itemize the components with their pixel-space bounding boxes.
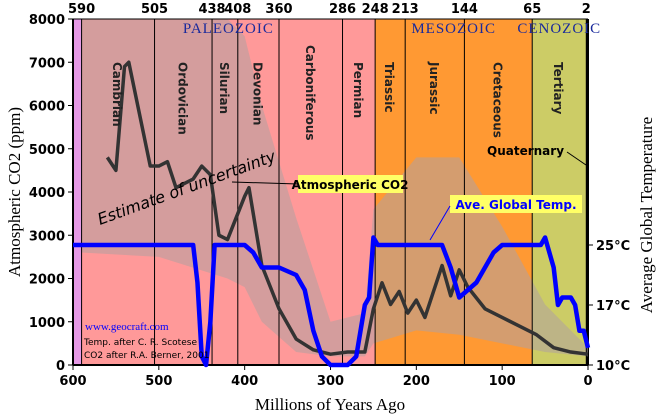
- co2-line: [105, 60, 589, 356]
- y2-tick-label: 10°C: [596, 359, 630, 374]
- top-tick-label: 65: [523, 2, 541, 17]
- period-label: Tertiary: [551, 62, 565, 115]
- y-tick-label: 5000: [29, 143, 65, 158]
- y-tick-label: 4000: [29, 186, 65, 201]
- co2-callout: Atmospheric CO2: [231, 175, 409, 193]
- top-tick-label: 286: [329, 2, 356, 17]
- x-tick-label: 600: [59, 374, 86, 389]
- period-label: Devonian: [250, 62, 264, 125]
- top-tick-label: 248: [362, 2, 389, 17]
- period-label: Silurian: [217, 62, 231, 114]
- y-tick-label: 6000: [29, 100, 65, 115]
- quaternary-arrow: [566, 151, 587, 166]
- temperature-line: [73, 235, 591, 368]
- period-label: Cretaceous: [490, 62, 504, 138]
- y-tick-label: 3000: [29, 229, 65, 244]
- credit-co2: CO2 after R.A. Berner, 2001: [84, 351, 209, 361]
- x-tick-label: 200: [403, 374, 430, 389]
- y-tick-label: 2000: [29, 273, 65, 288]
- era-label: MESOZOIC: [411, 21, 496, 37]
- period-label: Cambrian: [110, 62, 124, 127]
- period-label: Jurassic: [427, 61, 441, 115]
- temp-callout: Ave. Global Temp.: [429, 195, 582, 241]
- period-label: Permian: [351, 62, 365, 118]
- top-tick-label: 360: [265, 2, 292, 17]
- quaternary-region: [586, 19, 589, 365]
- precambrian-region: [73, 19, 82, 365]
- top-tick-label: 438: [198, 2, 225, 17]
- x-tick-label: 100: [489, 374, 516, 389]
- x-tick-label: 0: [583, 374, 592, 389]
- y-axis-label: Atmospheric CO2 (ppm): [5, 107, 24, 277]
- period-label: Triassic: [382, 62, 396, 113]
- quaternary-label: Quaternary: [487, 144, 564, 158]
- top-tick-label: 2: [582, 2, 591, 17]
- co2-label: Atmospheric CO2: [292, 178, 409, 192]
- x-tick-label: 400: [231, 374, 258, 389]
- y2-axis-label: Average Global Temperature: [637, 117, 656, 313]
- y2-tick-label: 17°C: [596, 299, 630, 314]
- y-tick-label: 0: [56, 359, 65, 374]
- top-tick-label: 408: [224, 2, 251, 17]
- top-tick-label: 144: [451, 2, 478, 17]
- top-tick-label: 505: [141, 2, 168, 17]
- y-tick-label: 7000: [29, 56, 65, 71]
- credit-temp: Temp. after C. R. Scotese: [83, 338, 197, 348]
- era-label: PALEOZOIC: [183, 21, 274, 37]
- top-tick-label: 590: [68, 2, 95, 17]
- top-tick-label: 213: [392, 2, 419, 17]
- x-axis-label: Millions of Years Ago: [255, 395, 405, 414]
- era-label: CENOZOIC: [517, 21, 601, 37]
- x-tick-label: 300: [317, 374, 344, 389]
- y-tick-label: 1000: [29, 316, 65, 331]
- y2-tick-label: 25°C: [596, 239, 630, 254]
- site-label: www.geocraft.com: [85, 321, 169, 333]
- x-tick-label: 500: [145, 374, 172, 389]
- period-label: Ordovician: [175, 62, 189, 135]
- period-label: Carboniferous: [303, 45, 317, 141]
- y-tick-label: 8000: [29, 13, 65, 28]
- temp-label: Ave. Global Temp.: [455, 198, 576, 212]
